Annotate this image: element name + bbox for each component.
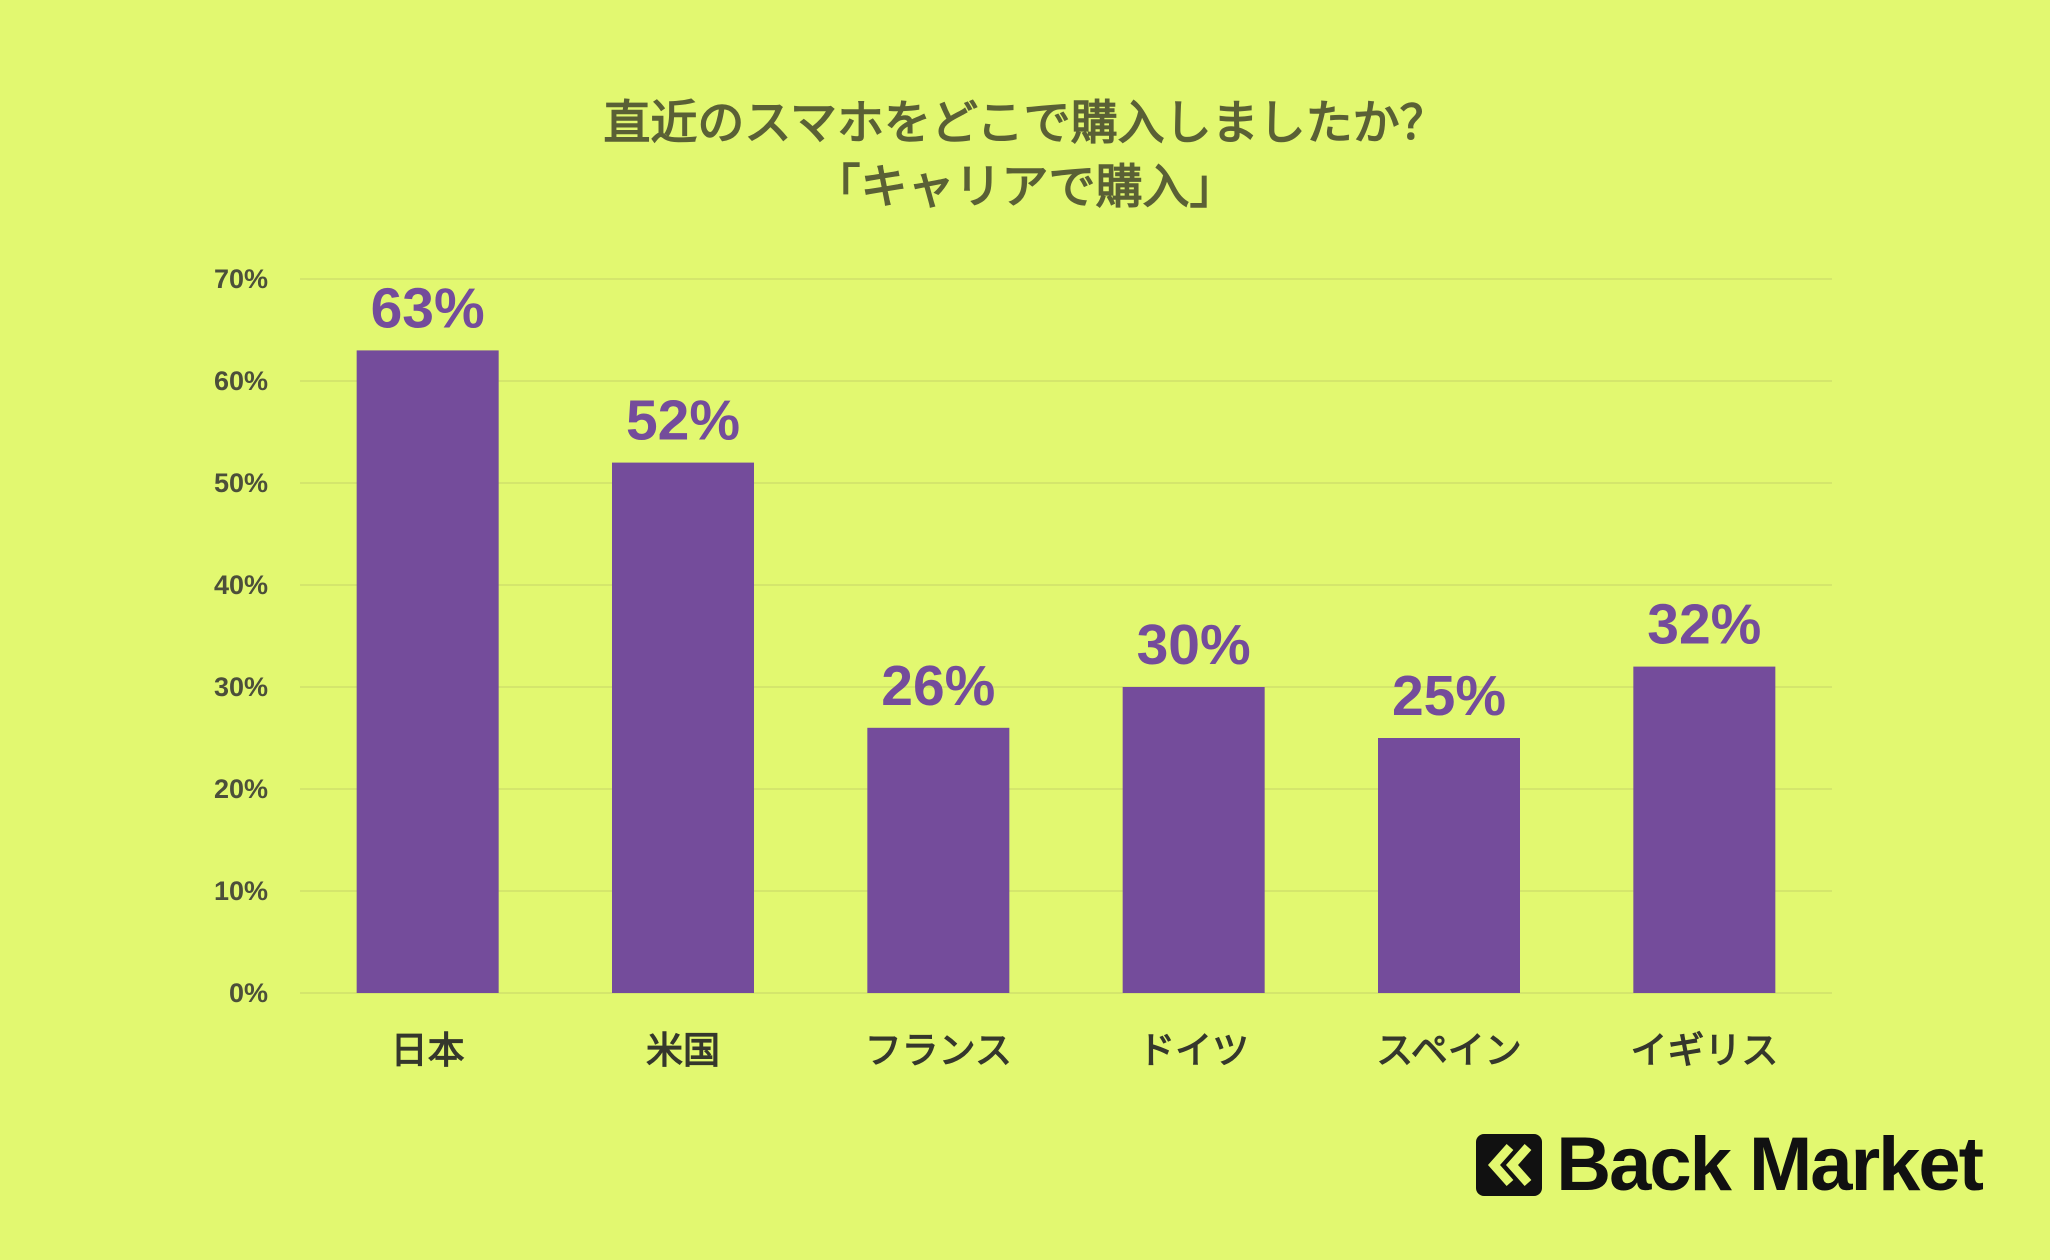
bar-6 [1633, 666, 1776, 993]
bar-1 [356, 350, 499, 993]
data-label: 25% [1392, 664, 1506, 728]
x-tick-label: 日本 [391, 1029, 465, 1072]
y-tick-label: 50% [214, 468, 268, 498]
category-labels: 日本 米国 フランス ドイツ スペイン イギリス [391, 1029, 1779, 1072]
x-tick-label: 米国 [646, 1029, 720, 1072]
data-label: 52% [626, 389, 740, 453]
back-market-logo: Back Market [1476, 1121, 1984, 1208]
x-tick-label: イギリス [1630, 1029, 1778, 1072]
data-label: 26% [881, 654, 995, 718]
bar-4 [1122, 687, 1265, 993]
y-tick-label: 70% [214, 264, 268, 294]
x-tick-label: フランス [865, 1029, 1012, 1072]
gridlines [300, 278, 1832, 994]
y-tick-label: 10% [214, 876, 268, 906]
y-tick-label: 20% [214, 774, 268, 804]
x-tick-label: ドイツ [1138, 1029, 1249, 1072]
bars [356, 350, 1776, 994]
x-tick-label: スペイン [1376, 1029, 1521, 1072]
back-market-logo-icon [1476, 1133, 1543, 1196]
y-axis-ticks: 0% 10% 20% 30% 40% 50% 60% 70% [214, 264, 268, 1008]
y-tick-label: 40% [214, 570, 268, 600]
data-label: 63% [371, 276, 485, 340]
y-tick-label: 0% [229, 978, 268, 1008]
chart-title: 直近のスマホをどこで購入しましたか？ 「キャリアで購入」 [0, 92, 2050, 220]
chart-title-line-2: 「キャリアで購入」 [813, 160, 1237, 215]
bar-5 [1378, 738, 1520, 993]
bar-3 [867, 727, 1010, 993]
value-labels: 63% 52% 26% 30% 25% 32% [371, 276, 1762, 728]
bar-2 [612, 462, 754, 994]
data-label: 30% [1137, 613, 1251, 677]
y-tick-label: 60% [214, 366, 268, 396]
brand-name: Back Market [1556, 1122, 1984, 1207]
data-label: 32% [1647, 593, 1761, 657]
chart-title-line-1: 直近のスマホをどこで購入しましたか？ [603, 96, 1447, 151]
y-tick-label: 30% [214, 672, 268, 702]
